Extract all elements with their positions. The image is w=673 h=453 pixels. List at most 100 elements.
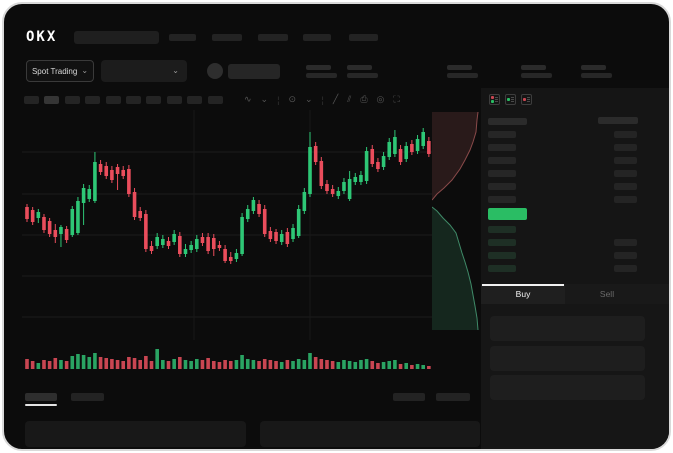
candle-body: [121, 170, 126, 176]
candle-body: [415, 139, 420, 151]
volume-bar: [393, 360, 397, 369]
chevron-down-icon: ⌄: [172, 66, 179, 75]
ask-price-placeholder: [488, 131, 516, 138]
brush-icon[interactable]: ⫽: [347, 94, 352, 104]
candle-body: [257, 204, 261, 214]
candle-body: [245, 209, 250, 219]
okx-logo[interactable]: OKX: [26, 29, 58, 45]
ticker-stat-value-placeholder: [581, 73, 612, 78]
volume-bar: [115, 360, 120, 369]
chevron-down-icon[interactable]: ⌄: [260, 94, 269, 104]
timeframe-button-placeholder[interactable]: [166, 96, 182, 104]
indicators-icon[interactable]: ⊙: [288, 94, 296, 104]
volume-bar: [59, 360, 63, 369]
ask-amount-placeholder: [614, 131, 637, 138]
topbar-search-placeholder[interactable]: [74, 31, 159, 44]
volume-bar: [144, 356, 148, 369]
pair-selector-dropdown[interactable]: ⌄: [101, 60, 187, 82]
candle-body: [98, 164, 103, 172]
timeframe-button-placeholder[interactable]: [187, 96, 203, 104]
nav-item-placeholder[interactable]: [303, 34, 331, 41]
buy-sell-tabbar: Buy Sell: [481, 284, 669, 304]
depth-chart[interactable]: [432, 112, 480, 334]
candle-body: [398, 149, 403, 162]
timeframe-button-placeholder[interactable]: [64, 96, 80, 104]
volume-bar: [161, 360, 165, 369]
camera-icon[interactable]: ⎙: [360, 94, 368, 104]
volume-bar: [36, 363, 41, 369]
ask-price-placeholder: [488, 183, 516, 190]
tab-buy[interactable]: Buy: [481, 284, 565, 304]
candle-body: [387, 142, 392, 157]
candle-body: [127, 169, 131, 194]
volume-bar: [313, 357, 318, 369]
settings-icon[interactable]: ◎: [376, 94, 385, 104]
volume-bar: [234, 360, 239, 369]
volume-bar: [347, 361, 352, 369]
nav-item-placeholder[interactable]: [169, 34, 196, 41]
volume-bar: [353, 362, 358, 369]
volume-bar: [200, 360, 205, 369]
timeframe-button-placeholder[interactable]: [44, 96, 60, 104]
market-type-selector[interactable]: Spot Trading ⌄: [26, 60, 94, 82]
orders-panel-placeholder: [25, 421, 246, 447]
tab-sell[interactable]: Sell: [565, 284, 649, 304]
timeframe-button-placeholder[interactable]: [24, 96, 39, 104]
bottom-tab-placeholder[interactable]: [71, 393, 104, 401]
candle-body: [200, 237, 205, 243]
nav-item-placeholder[interactable]: [258, 34, 288, 41]
timeframe-button-placeholder[interactable]: [207, 96, 223, 104]
volume-bar: [268, 360, 273, 369]
active-tab-indicator: [482, 284, 564, 286]
bottom-action-placeholder[interactable]: [436, 393, 470, 401]
ask-amount-placeholder: [614, 144, 637, 151]
timeframe-button-placeholder[interactable]: [146, 96, 162, 104]
candle-body: [166, 241, 171, 246]
volume-bar: [302, 360, 307, 369]
candle-body: [42, 217, 46, 230]
price-input-placeholder[interactable]: [490, 316, 645, 341]
chevron-down-icon[interactable]: ⌄: [304, 94, 313, 104]
volume-bar: [223, 360, 227, 369]
timeframe-button-placeholder[interactable]: [126, 96, 141, 104]
bid-price-placeholder: [488, 252, 516, 259]
nav-item-placeholder[interactable]: [212, 34, 242, 41]
volume-bar: [251, 360, 256, 369]
candle-body: [211, 238, 216, 249]
candlestick-chart[interactable]: [22, 110, 436, 372]
amount-input-placeholder[interactable]: [490, 346, 645, 371]
volume-bar: [178, 357, 182, 369]
volume-bar: [98, 357, 103, 369]
ticker-stat-label-placeholder: [347, 65, 372, 70]
volume-bar: [381, 362, 386, 369]
bid-amount-placeholder: [614, 252, 637, 259]
candle-body: [234, 253, 239, 259]
candle-body: [172, 234, 176, 242]
bid-price-placeholder: [488, 226, 516, 233]
candle-body: [319, 161, 324, 186]
bottom-tab-active-placeholder[interactable]: [25, 393, 57, 401]
chevron-down-icon: ⌄: [81, 66, 89, 75]
volume-bar: [342, 360, 346, 369]
book-sells-view-icon[interactable]: [521, 94, 532, 105]
candle-body: [291, 228, 295, 239]
candle-body: [347, 179, 352, 199]
fullscreen-icon[interactable]: ⛶: [393, 94, 400, 104]
candle-body: [376, 162, 380, 169]
chart-type-icon[interactable]: ∿: [244, 94, 252, 104]
nav-item-placeholder[interactable]: [349, 34, 378, 41]
trendline-icon[interactable]: ╱: [332, 94, 339, 104]
bottom-action-placeholder[interactable]: [393, 393, 425, 401]
candle-body: [285, 232, 290, 244]
candle-body: [302, 192, 307, 211]
last-price-highlight[interactable]: [488, 208, 527, 220]
book-buys-view-icon[interactable]: [505, 94, 516, 105]
candle-body: [427, 141, 431, 154]
timeframe-button-placeholder[interactable]: [105, 96, 121, 104]
timeframe-button-placeholder[interactable]: [85, 96, 101, 104]
volume-bar: [325, 360, 329, 369]
total-input-placeholder[interactable]: [490, 375, 645, 400]
book-split-view-icon[interactable]: [489, 94, 500, 105]
